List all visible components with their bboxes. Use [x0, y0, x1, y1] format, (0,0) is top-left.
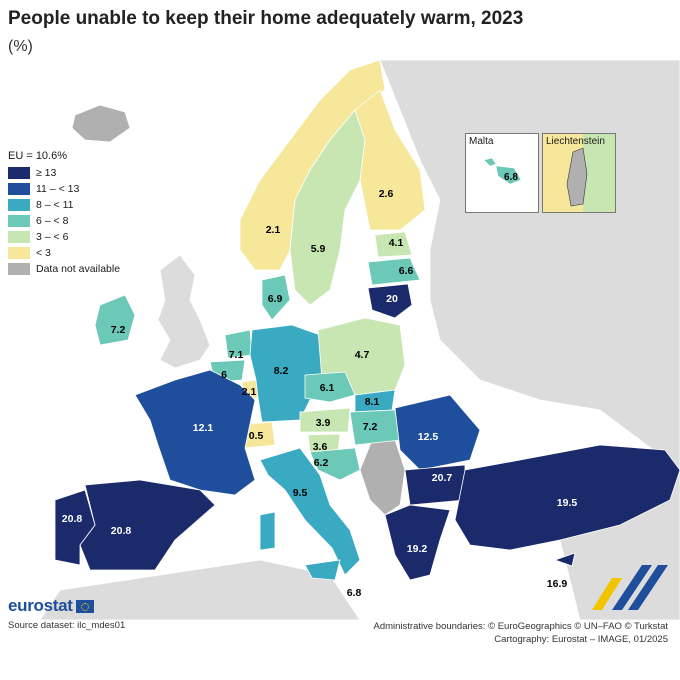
- country-estonia: [374, 231, 413, 258]
- label-greece: 19.2: [407, 543, 428, 555]
- label-norway: 2.1: [266, 224, 281, 236]
- label-austria: 3.9: [316, 417, 331, 429]
- liechtenstein-inset: Liechtenstein: [542, 133, 616, 213]
- malta-inset: Malta 6.8: [465, 133, 539, 213]
- legend-label: 3 – < 6: [36, 231, 69, 243]
- country-sweden: [289, 109, 366, 306]
- eurostat-logo-text: eurostat: [8, 596, 73, 615]
- country-ireland: [94, 294, 136, 346]
- label-slovenia: 3.6: [313, 441, 328, 453]
- map-title: People unable to keep their home adequat…: [8, 8, 524, 29]
- liechtenstein-inset-map: [566, 134, 615, 212]
- land-iceland: [71, 104, 131, 143]
- label-portugal: 20.8: [62, 513, 83, 525]
- legend-items: ≥ 13 11 – < 13 8 – < 11 6 – < 8 3 – < 6 < 3 Da…: [8, 165, 120, 277]
- eu-flag-icon: [75, 599, 94, 613]
- legend-item: 6 – < 8: [8, 213, 120, 229]
- label-poland: 4.7: [355, 349, 370, 361]
- country-sicily: [304, 559, 341, 581]
- label-france: 12.1: [193, 422, 214, 434]
- legend-swatch: [8, 231, 30, 243]
- label-netherlands: 7.1: [229, 349, 244, 361]
- malta-inset-label: Malta: [469, 136, 494, 147]
- legend-item: < 3: [8, 245, 120, 261]
- country-croatia: [309, 447, 361, 481]
- label-switzerland: 0.5: [249, 430, 264, 442]
- legend-item: 11 – < 13: [8, 181, 120, 197]
- legend-label: 11 – < 13: [36, 183, 80, 195]
- country-romania: [394, 394, 481, 471]
- liechtenstein-inset-label: Liechtenstein: [546, 136, 605, 147]
- label-romania: 12.5: [418, 431, 439, 443]
- legend-swatch: [8, 263, 30, 275]
- legend-item: 8 – < 11: [8, 197, 120, 213]
- label-croatia: 6.2: [314, 457, 329, 469]
- country-greece: [384, 504, 451, 581]
- label-estonia: 4.1: [389, 237, 404, 249]
- label-spain: 20.8: [111, 525, 132, 537]
- country-italy: [259, 447, 361, 576]
- label-finland: 2.6: [379, 188, 394, 200]
- legend-title: EU = 10.6%: [8, 150, 68, 162]
- label-turkiye: 19.5: [557, 497, 578, 509]
- label-italy: 9.5: [293, 487, 308, 499]
- legend-label: ≥ 13: [36, 167, 57, 179]
- land-western-balkans: [359, 439, 406, 516]
- legend-swatch: [8, 247, 30, 259]
- malta-inset-value: 6.8: [504, 172, 518, 183]
- country-cyprus: [553, 552, 576, 567]
- legend-item: ≥ 13: [8, 165, 120, 181]
- credits: Administrative boundaries: © EuroGeograp…: [373, 620, 668, 646]
- country-sardinia: [259, 511, 276, 551]
- country-france: [134, 369, 256, 496]
- cartography-credit: Cartography: Eurostat – IMAGE, 01/2025: [494, 634, 668, 645]
- legend-swatch: [8, 183, 30, 195]
- label-belgium: 6: [221, 369, 227, 381]
- label-cyprus: 16.9: [547, 578, 568, 590]
- map-subtitle: (%): [8, 38, 33, 55]
- country-bulgaria: [404, 464, 466, 506]
- source-dataset: Source dataset: ilc_mdes01: [8, 620, 126, 631]
- legend-swatch: [8, 167, 30, 179]
- label-malta-main: 6.8: [347, 587, 362, 599]
- boundaries-credit: Administrative boundaries: © EuroGeograp…: [373, 621, 668, 632]
- land-uk: [157, 254, 211, 369]
- label-czechia: 6.1: [320, 382, 335, 394]
- legend-label: Data not available: [36, 263, 121, 275]
- legend-label: 6 – < 8: [36, 215, 69, 227]
- legend-label: 8 – < 11: [36, 199, 74, 211]
- label-slovakia: 8.1: [365, 396, 380, 408]
- label-bulgaria: 20.7: [432, 472, 453, 484]
- label-latvia: 6.6: [399, 265, 414, 277]
- land-north-africa: [39, 559, 361, 620]
- label-germany: 8.2: [274, 365, 289, 377]
- label-sweden: 5.9: [311, 243, 326, 255]
- country-latvia: [367, 257, 421, 286]
- country-turkiye: [454, 444, 680, 551]
- malta-inset-map: 6.8: [483, 157, 522, 185]
- legend-item: Data not available: [8, 261, 120, 277]
- legend-swatch: [8, 215, 30, 227]
- label-lithuania: 20: [386, 293, 398, 305]
- corner-decoration: [592, 565, 668, 610]
- legend-label: < 3: [36, 247, 51, 259]
- label-luxembourg: 2.1: [242, 386, 257, 398]
- country-lithuania: [367, 283, 413, 319]
- legend-item: 3 – < 6: [8, 229, 120, 245]
- legend-swatch: [8, 199, 30, 211]
- country-finland: [354, 89, 426, 231]
- country-austria: [299, 407, 351, 433]
- country-czechia: [304, 371, 356, 403]
- label-ireland: 7.2: [111, 324, 126, 336]
- country-denmark: [261, 274, 291, 321]
- label-hungary: 7.2: [363, 421, 378, 433]
- label-denmark: 6.9: [268, 293, 283, 305]
- eurostat-logo: eurostat: [8, 596, 94, 616]
- country-portugal: [54, 489, 96, 566]
- legend: EU = 10.6% ≥ 13 11 – < 13 8 – < 11 6 – < 8 3…: [8, 150, 120, 277]
